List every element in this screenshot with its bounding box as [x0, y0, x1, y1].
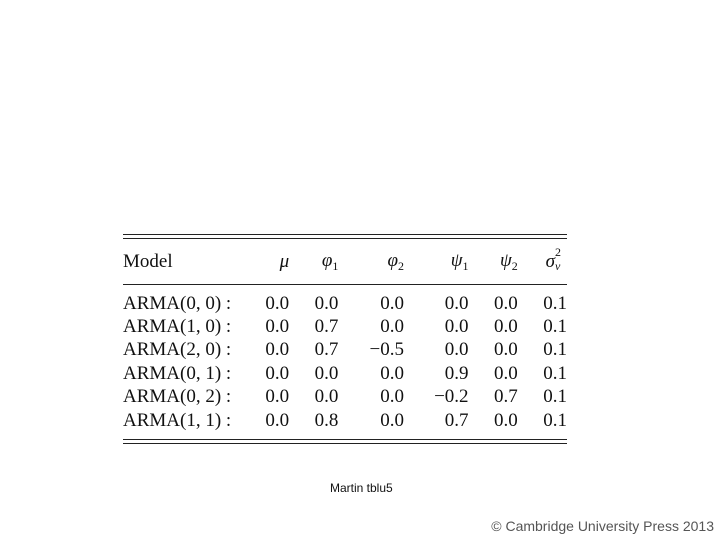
cell-psi1: 0.0: [444, 339, 469, 361]
cell-psi2: 0.0: [494, 316, 518, 338]
table-row: ARMA(2, 0) : 0.0 0.7 −0.5 0.0 0.0 0.1: [123, 339, 567, 362]
cell-sigma2: 0.1: [543, 316, 567, 338]
header-model: Model: [123, 250, 173, 272]
cell-phi2: 0.0: [380, 316, 404, 338]
cell-sigma2: 0.1: [543, 362, 567, 384]
cell-mu: 0.0: [265, 292, 290, 314]
cell-phi1: 0.8: [314, 409, 339, 431]
cell-model: ARMA(1, 0) :: [123, 316, 232, 338]
cell-model: ARMA(0, 1) :: [123, 362, 232, 384]
cell-mu: 0.0: [265, 362, 290, 384]
cell-psi2: 0.0: [494, 292, 518, 314]
header-phi1: φ1: [321, 249, 339, 273]
table-row: ARMA(0, 1) : 0.0 0.0 0.0 0.9 0.0 0.1: [123, 362, 567, 385]
cell-mu: 0.0: [265, 316, 290, 338]
cell-sigma2: 0.1: [543, 339, 567, 361]
cell-model: ARMA(2, 0) :: [123, 339, 232, 361]
cell-phi2: 0.0: [380, 386, 404, 408]
cell-psi2: 0.0: [494, 362, 518, 384]
arma-table-body: ARMA(0, 0) : 0.0 0.0 0.0 0.0 0.0 0.1 ARM…: [123, 292, 567, 432]
cell-sigma2: 0.1: [543, 386, 567, 408]
header-mu: μ: [279, 250, 290, 272]
header-psi2: ψ2: [499, 249, 518, 273]
cell-psi2: 0.0: [494, 409, 518, 431]
header-rule: [123, 284, 567, 285]
table-row: ARMA(1, 0) : 0.0 0.7 0.0 0.0 0.0 0.1: [123, 315, 567, 338]
cell-psi1: 0.0: [444, 316, 469, 338]
cell-phi1: 0.0: [314, 292, 339, 314]
cell-psi2: 0.0: [494, 339, 518, 361]
bottom-rule: [123, 439, 567, 445]
cell-mu: 0.0: [265, 409, 290, 431]
slide-caption: Martin tblu5: [330, 481, 393, 495]
cell-psi1: 0.9: [444, 362, 469, 384]
header-psi1: ψ1: [450, 249, 469, 273]
cell-phi2: 0.0: [380, 292, 404, 314]
header-phi2: φ2: [387, 249, 404, 273]
cell-phi1: 0.7: [314, 339, 339, 361]
cell-phi1: 0.7: [314, 316, 339, 338]
cell-sigma2: 0.1: [543, 409, 567, 431]
table-row: ARMA(0, 0) : 0.0 0.0 0.0 0.0 0.0 0.1: [123, 292, 567, 315]
cell-phi1: 0.0: [314, 386, 339, 408]
cell-phi2: 0.0: [380, 409, 404, 431]
cell-psi2: 0.7: [494, 386, 518, 408]
cell-sigma2: 0.1: [543, 292, 567, 314]
top-rule: [123, 234, 567, 239]
cell-mu: 0.0: [265, 339, 290, 361]
copyright-footer: © Cambridge University Press 2013: [491, 518, 714, 534]
cell-psi1: 0.7: [444, 409, 469, 431]
cell-model: ARMA(0, 0) :: [123, 292, 232, 314]
table-row: ARMA(0, 2) : 0.0 0.0 0.0 −0.2 0.7 0.1: [123, 386, 567, 409]
cell-phi2: 0.0: [380, 362, 404, 384]
cell-mu: 0.0: [265, 386, 290, 408]
cell-phi2: −0.5: [369, 339, 404, 361]
cell-psi1: −0.2: [434, 386, 469, 408]
cell-model: ARMA(0, 2) :: [123, 386, 232, 408]
cell-psi1: 0.0: [444, 292, 469, 314]
table-row: ARMA(1, 1) : 0.0 0.8 0.0 0.7 0.0 0.1: [123, 409, 567, 432]
cell-model: ARMA(1, 1) :: [123, 409, 232, 431]
cell-phi1: 0.0: [314, 362, 339, 384]
